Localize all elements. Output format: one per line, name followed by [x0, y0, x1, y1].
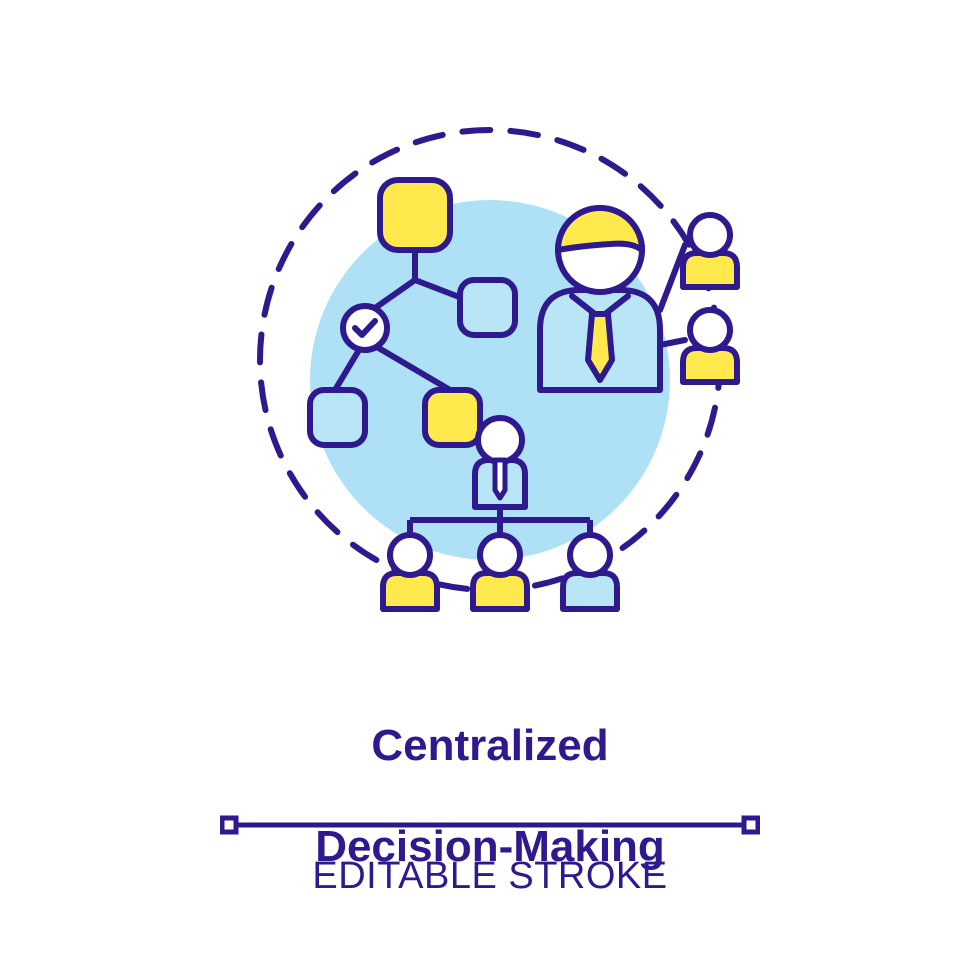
concept-illustration — [210, 80, 770, 640]
subtitle-text: EDITABLE STROKE — [312, 855, 667, 898]
divider — [220, 815, 760, 835]
title-text: Centralized Decision-Making — [315, 670, 665, 872]
title-line-1: Centralized — [371, 721, 608, 770]
infographic-canvas: Centralized Decision-Making EDITABLE STR… — [0, 0, 980, 980]
